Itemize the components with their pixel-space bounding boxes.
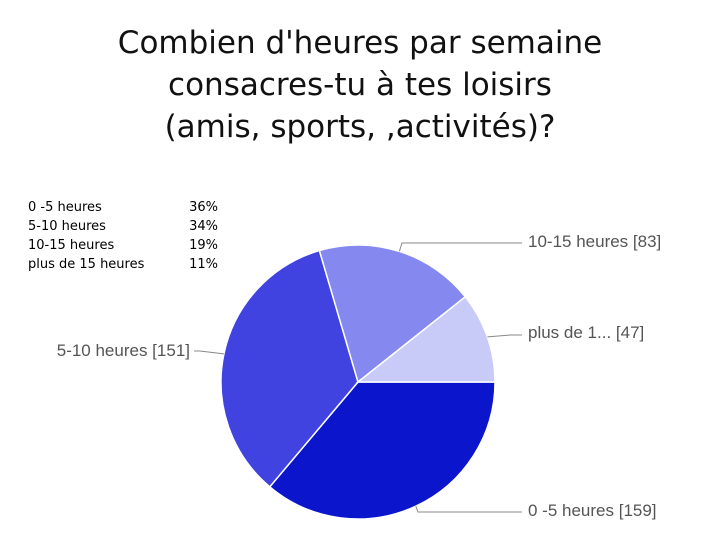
title-line-3: (amis, sports, ,activités)? [164, 109, 556, 145]
legend-label: plus de 15 heures [28, 257, 145, 272]
chart-title: Combien d'heures par semaine consacres-t… [40, 22, 680, 148]
leader-line [194, 350, 224, 355]
pie-slice [268, 381, 496, 520]
title-line-2: consacres-tu à tes loisirs [168, 67, 552, 103]
pie-slice [220, 249, 359, 488]
legend-label: 10-15 heures [28, 238, 115, 253]
legend-row: 5-10 heures 34% [28, 217, 218, 236]
title-line-1: Combien d'heures par semaine [117, 25, 603, 61]
leader-line [398, 242, 522, 252]
legend-row: 0 -5 heures 36% [28, 198, 218, 217]
leader-line [487, 334, 522, 338]
legend-percent: 36% [189, 200, 218, 215]
slice-callout-label: 5-10 heures [151] [57, 341, 190, 360]
pie-slice [355, 295, 496, 383]
legend-label: 5-10 heures [28, 219, 106, 234]
legend-row: plus de 15 heures 11% [28, 255, 218, 274]
legend-percent: 19% [189, 238, 218, 253]
leader-line [415, 506, 522, 513]
legend-percent: 34% [189, 219, 218, 234]
percentage-legend: 0 -5 heures 36% 5-10 heures 34% 10-15 he… [28, 198, 218, 274]
legend-percent: 11% [189, 257, 218, 272]
legend-row: 10-15 heures 19% [28, 236, 218, 255]
legend-label: 0 -5 heures [28, 200, 102, 215]
pie-slice [318, 244, 467, 384]
slice-callout-label: 0 -5 heures [159] [528, 501, 657, 520]
slice-callout-label: 10-15 heures [83] [528, 232, 661, 251]
slice-callout-label: plus de 1... [47] [528, 323, 644, 342]
